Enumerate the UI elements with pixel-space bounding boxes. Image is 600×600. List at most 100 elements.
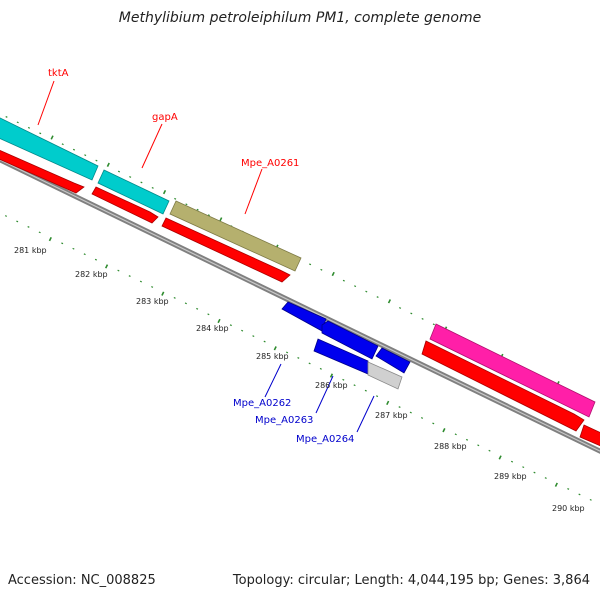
scale-label-284: 284 kbp [196, 324, 229, 333]
minor-tick [320, 268, 323, 271]
label-Mpe_A0261[interactable]: Mpe_A0261 [241, 158, 299, 169]
minor-tick [263, 340, 266, 343]
label-leader-Mpe_A0261 [244, 168, 263, 215]
minor-tick [185, 203, 188, 206]
label-Mpe_A0264[interactable]: Mpe_A0264 [296, 434, 354, 445]
minor-tick [454, 433, 457, 436]
minor-tick [117, 170, 121, 173]
minor-tick [589, 498, 592, 501]
minor-tick [398, 406, 401, 409]
major-tick [106, 162, 110, 167]
cds-red-3[interactable] [161, 217, 291, 283]
minor-tick [207, 313, 210, 316]
major-tick [273, 346, 277, 351]
gene-lightgray-bar[interactable] [367, 361, 403, 390]
minor-tick [196, 208, 199, 211]
gene-Mpe_A0262-bar[interactable] [313, 338, 369, 375]
major-tick [161, 291, 165, 296]
minor-tick [140, 181, 143, 184]
scale-label-286: 286 kbp [315, 381, 348, 390]
minor-tick [354, 285, 357, 288]
minor-tick [129, 176, 132, 178]
gene-blue-2-bar[interactable] [321, 320, 379, 360]
minor-tick [376, 296, 379, 299]
major-tick [331, 271, 335, 277]
minor-tick [409, 411, 412, 414]
minor-tick [420, 417, 424, 419]
scale-label-283: 283 kbp [136, 297, 169, 306]
cds-red-5[interactable] [579, 424, 600, 450]
gene-tktA[interactable] [0, 116, 99, 181]
minor-tick [84, 154, 87, 157]
minor-tick [61, 143, 64, 146]
minor-tick [308, 362, 311, 365]
label-Mpe_A0262[interactable]: Mpe_A0262 [233, 398, 291, 409]
major-tick [554, 482, 558, 487]
minor-tick [410, 312, 413, 315]
gene-gapA-bar[interactable] [97, 169, 170, 215]
minor-tick [61, 242, 64, 245]
label-leader-Mpe_A0264 [356, 395, 375, 433]
scale-label-281: 281 kbp [14, 246, 47, 255]
minor-tick [95, 159, 98, 162]
backbone-highlight [0, 159, 600, 452]
cds-red-4[interactable] [421, 340, 585, 432]
minor-tick [432, 422, 435, 425]
minor-tick [174, 197, 177, 200]
minor-tick [139, 280, 142, 283]
minor-tick [252, 335, 255, 338]
minor-tick [151, 286, 154, 288]
minor-tick [375, 395, 379, 398]
label-gapA[interactable]: gapA [152, 112, 178, 123]
label-Mpe_A0263[interactable]: Mpe_A0263 [255, 415, 313, 426]
label-leader-gapA [141, 123, 163, 169]
gene-gapA[interactable] [97, 169, 170, 215]
minor-tick [229, 324, 232, 327]
minor-tick [533, 471, 536, 474]
minor-tick [72, 247, 75, 250]
gene-blue-3-bar[interactable] [375, 347, 411, 374]
gene-magenta[interactable] [429, 323, 596, 418]
minor-tick [297, 357, 300, 359]
minor-tick [4, 215, 8, 217]
minor-tick [196, 307, 199, 310]
major-tick [442, 428, 446, 433]
scale-label-288: 288 kbp [434, 442, 467, 451]
minor-tick [465, 438, 469, 441]
scale-label-290: 290 kbp [552, 504, 585, 513]
map-title: Methylibium petroleiphilum PM1, complete… [118, 10, 482, 26]
minor-tick [5, 115, 8, 118]
minor-tick [319, 367, 322, 370]
major-tick [104, 264, 109, 269]
major-tick [50, 135, 54, 140]
major-tick [329, 373, 334, 378]
scale-label-282: 282 kbp [75, 270, 108, 279]
minor-tick [365, 290, 368, 293]
major-tick [387, 299, 392, 304]
minor-tick [309, 263, 312, 266]
minor-tick [241, 329, 244, 332]
minor-tick [477, 444, 480, 447]
label-leader-tktA [37, 80, 55, 126]
label-tktA[interactable]: tktA [48, 68, 69, 79]
gene-tktA-bar[interactable] [0, 116, 99, 181]
gene-Mpe_A0261-bar[interactable] [169, 200, 302, 272]
minor-tick [342, 378, 345, 381]
minor-tick [353, 384, 356, 387]
gene-magenta-bar[interactable] [429, 323, 596, 418]
minor-tick [488, 449, 491, 452]
cds-red-1[interactable] [0, 146, 85, 194]
major-tick [162, 189, 167, 195]
minor-tick [522, 466, 525, 469]
cds-red-2[interactable] [91, 186, 159, 224]
minor-tick [38, 231, 41, 234]
scale-label-285: 285 kbp [256, 352, 289, 361]
gene-Mpe_A0261[interactable] [169, 200, 302, 272]
label-leader-Mpe_A0262 [264, 363, 282, 398]
scale-label-287: 287 kbp [375, 411, 408, 420]
gene-blue-1-bar[interactable] [281, 301, 327, 332]
inner-scale-ticks [4, 215, 592, 501]
minor-tick [16, 121, 19, 124]
minor-tick [399, 307, 402, 309]
